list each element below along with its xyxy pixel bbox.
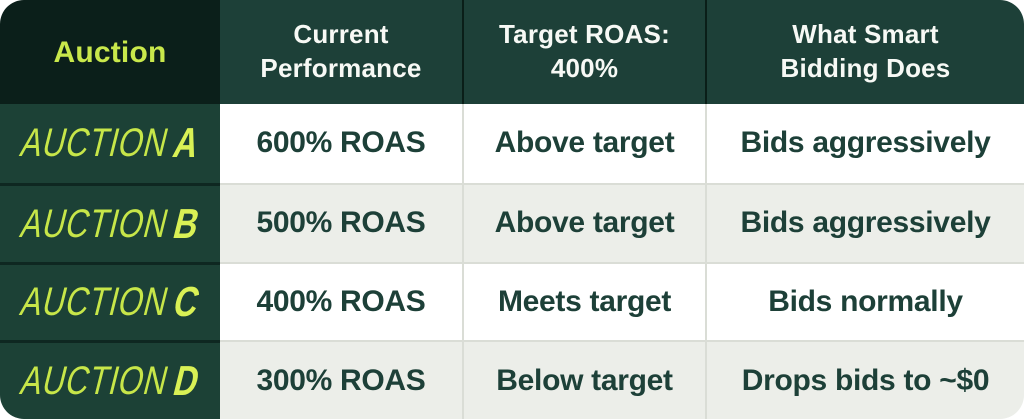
cell-performance-d: 300% ROAS	[220, 340, 462, 419]
auction-tag: AUCTION D	[16, 357, 205, 405]
cell-performance-a: 600% ROAS	[220, 104, 462, 183]
cell-smart-bidding-c: Bids normally	[705, 261, 1024, 341]
cell-smart-bidding-a: Bids aggressively	[705, 104, 1024, 183]
auction-letter: D	[168, 357, 205, 405]
auction-word: AUCTION	[16, 121, 174, 166]
cell-target-status-c: Meets target	[462, 261, 705, 341]
row-label-auction-d: AUCTION D	[0, 340, 220, 419]
auction-word: AUCTION	[16, 201, 174, 246]
cell-smart-bidding-b: Bids aggressively	[705, 182, 1024, 262]
cell-target-status-a: Above target	[462, 104, 705, 183]
column-header-auction: Auction	[0, 0, 220, 104]
cell-target-status-d: Below target	[462, 340, 705, 419]
row-label-auction-b: AUCTION B	[0, 182, 220, 262]
auction-word: AUCTION	[16, 280, 174, 325]
auction-word: AUCTION	[16, 359, 174, 404]
auction-letter: B	[168, 199, 205, 247]
cell-performance-c: 400% ROAS	[220, 261, 462, 341]
auction-letter: A	[168, 119, 205, 167]
auction-tag: AUCTION C	[16, 278, 205, 326]
cell-target-status-b: Above target	[462, 182, 705, 262]
row-label-auction-c: AUCTION C	[0, 261, 220, 341]
column-header-target-roas: Target ROAS: 400%	[462, 0, 705, 104]
auction-tag: AUCTION B	[16, 199, 205, 247]
auction-tag: AUCTION A	[16, 119, 205, 167]
auction-letter: C	[168, 278, 205, 326]
row-label-auction-a: AUCTION A	[0, 104, 220, 183]
column-header-smart-bidding: What Smart Bidding Does	[705, 0, 1024, 104]
cell-smart-bidding-d: Drops bids to ~$0	[705, 340, 1024, 419]
column-header-current-performance: Current Performance	[220, 0, 462, 104]
cell-performance-b: 500% ROAS	[220, 182, 462, 262]
